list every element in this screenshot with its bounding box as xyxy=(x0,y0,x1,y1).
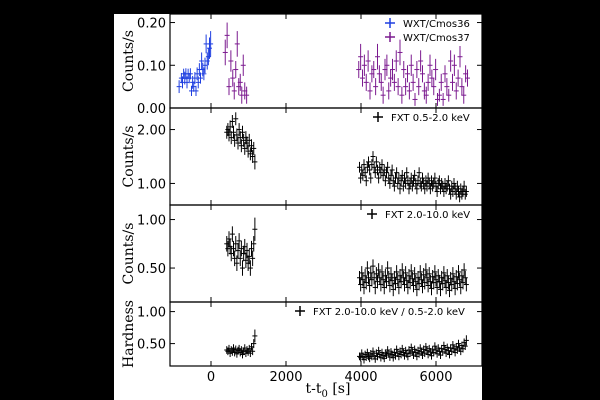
y-tick-label: 0.00 xyxy=(137,102,166,117)
panel-frame xyxy=(169,301,483,367)
y-tick-label: 1.00 xyxy=(137,214,166,229)
y-tick-label: 1.00 xyxy=(137,177,166,192)
legend-label: FXT 2.0-10.0 keV / 0.5-2.0 keV xyxy=(313,307,465,318)
x-axis-label-subscript: 0 xyxy=(322,389,328,400)
y-tick-label: 0.50 xyxy=(137,262,166,277)
x-axis-label-unit: [s] xyxy=(328,381,351,397)
y-axis-label: Hardness xyxy=(121,300,137,368)
y-axis-label: Counts/s xyxy=(121,126,137,188)
legend-label: WXT/Cmos37 xyxy=(403,33,470,44)
x-tick-label: 0 xyxy=(207,370,215,385)
y-tick-label: 0.10 xyxy=(137,59,166,74)
legend-label: FXT 0.5-2.0 keV xyxy=(391,113,470,124)
y-tick-label: 0.20 xyxy=(137,17,166,32)
series-fxt-2-0-10-0-kev xyxy=(224,217,469,298)
x-tick-label: 2000 xyxy=(269,370,302,385)
series-wxt-cmos36 xyxy=(176,31,214,97)
legend-label: WXT/Cmos36 xyxy=(403,19,470,30)
series-fxt-2-0-10-0-kev-0-5-2-0-kev xyxy=(224,329,469,364)
y-axis-label: Counts/s xyxy=(121,30,137,92)
y-axis-label: Counts/s xyxy=(121,223,137,285)
x-axis-label: t-t0 [s] xyxy=(306,381,351,400)
series-fxt-0-5-2-0-kev xyxy=(224,112,469,203)
x-tick-label: 4000 xyxy=(344,370,377,385)
y-tick-label: 1.00 xyxy=(137,306,166,321)
plot-area-background xyxy=(114,14,482,400)
x-tick-label: 6000 xyxy=(419,370,452,385)
x-axis-label-main: t-t xyxy=(306,381,322,397)
y-tick-label: 0.50 xyxy=(137,338,166,353)
series-wxt-cmos37 xyxy=(222,22,470,106)
y-tick-label: 2.00 xyxy=(137,124,166,139)
legend-label: FXT 2.0-10.0 keV xyxy=(385,210,470,221)
x-tick-labels: 0 2000 4000 6000 xyxy=(207,370,453,385)
